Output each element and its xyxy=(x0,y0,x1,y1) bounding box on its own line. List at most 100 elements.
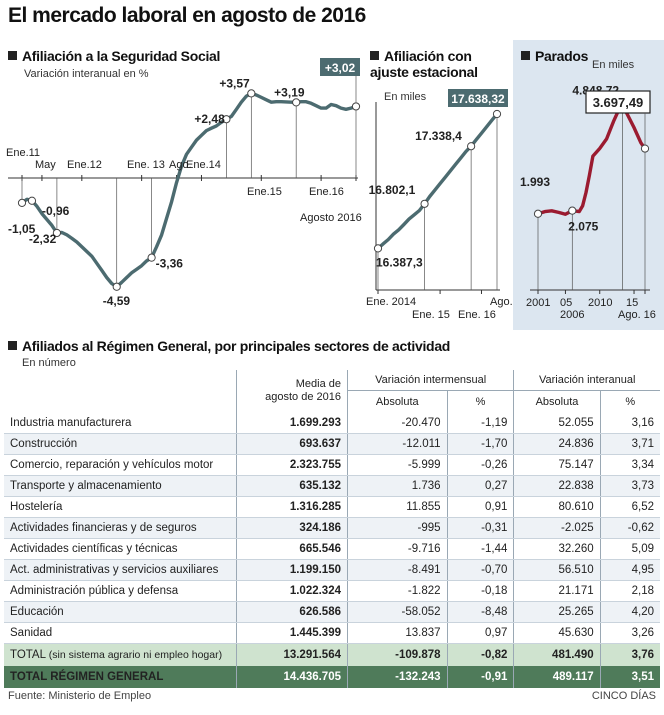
chart2-point-label: 17.338,4 xyxy=(415,129,462,143)
chart1-point-label: -4,59 xyxy=(103,294,131,308)
sector-cell: Comercio, reparación y vehículos motor xyxy=(4,454,237,476)
media-cell: 1.199.150 xyxy=(236,559,348,581)
a_pct-cell: 3,73 xyxy=(599,475,660,497)
sector-cell: Hostelería xyxy=(4,496,237,518)
total-m_pct-cell: -0,82 xyxy=(446,643,514,666)
sector-header xyxy=(4,370,237,413)
chart1-xtick-label: May xyxy=(35,159,56,171)
anual-pct-header: % xyxy=(599,390,660,413)
m_pct-cell: -1,19 xyxy=(446,412,514,434)
chart1-point xyxy=(222,115,231,124)
m_abs-cell: -1.822 xyxy=(347,580,448,602)
media-cell: 635.132 xyxy=(236,475,348,497)
chart2-xtick-label: Ene. 2014 xyxy=(366,296,416,308)
total-m_abs-cell: -109.878 xyxy=(347,643,448,666)
total-a_pct-cell: 3,76 xyxy=(599,643,660,666)
table-row: Comercio, reparación y vehículos motor 2.… xyxy=(4,454,660,476)
square-bullet-icon xyxy=(8,341,17,350)
table-row: Educación 626.586 -58.052 -8,48 25.265 4,20 xyxy=(4,601,660,623)
total-row: TOTAL (sin sistema agrario ni empleo hog… xyxy=(4,643,660,666)
table-body: Industria manufacturera 1.699.293 -20.470-… xyxy=(4,412,660,688)
mensual-pct-header: % xyxy=(446,390,514,413)
chart2-point-label: 16.387,3 xyxy=(376,255,423,269)
table-row: Industria manufacturera 1.699.293 -20.470-… xyxy=(4,412,660,434)
m_pct-cell: -1,70 xyxy=(446,433,514,455)
total-regimen-a_abs-cell: 489.117 xyxy=(513,665,601,688)
m_abs-cell: 11.855 xyxy=(347,496,448,518)
a_abs-cell: 56.510 xyxy=(513,559,601,581)
chart2-point-label: 16.802,1 xyxy=(369,183,416,197)
chart1-point-label: -3,36 xyxy=(156,257,184,271)
chart3-point xyxy=(640,144,650,153)
chart1-point xyxy=(292,98,301,107)
media-cell: 1.022.324 xyxy=(236,580,348,602)
media-cell: 1.316.285 xyxy=(236,496,348,518)
m_pct-cell: -0,26 xyxy=(446,454,514,476)
a_pct-cell: 4,95 xyxy=(599,559,660,581)
chart1-xtick-label: Ene.12 xyxy=(67,159,102,171)
total-regimen-m_pct-cell: -0,91 xyxy=(446,665,514,688)
mensual-abs-header: Absoluta xyxy=(347,390,448,413)
m_pct-cell: 0,91 xyxy=(446,496,514,518)
total-media-cell: 13.291.564 xyxy=(236,643,348,666)
media-header-line2: agosto de 2016 xyxy=(265,391,341,404)
m_pct-cell: -8,48 xyxy=(446,601,514,623)
a_abs-cell: 22.838 xyxy=(513,475,601,497)
m_abs-cell: -8.491 xyxy=(347,559,448,581)
sector-cell: Actividades financieras y de seguros xyxy=(4,517,237,539)
chart2-title-text: Afiliación con ajuste estacional xyxy=(370,48,478,80)
a_abs-cell: -2.025 xyxy=(513,517,601,539)
chart1-point-label: +3,19 xyxy=(274,85,305,99)
media-header-line1: Media de xyxy=(295,378,341,391)
sector-cell: Construcción xyxy=(4,433,237,455)
chart1-last-value-box xyxy=(320,58,360,76)
chart1-xtick-label: Ene.11 xyxy=(6,147,40,159)
chart3-xtick-label: 15 xyxy=(626,297,638,309)
m_abs-cell: -9.716 xyxy=(347,538,448,560)
chart1-point-label: -0,96 xyxy=(42,204,70,218)
total-regimen-label: TOTAL RÉGIMEN GENERAL xyxy=(4,665,237,688)
chart3-xtick-label: 2010 xyxy=(588,297,612,309)
a_pct-cell: -0,62 xyxy=(599,517,660,539)
m_pct-cell: -0,70 xyxy=(446,559,514,581)
chart1-point-label: -1,05 xyxy=(8,222,36,236)
sector-cell: Educación xyxy=(4,601,237,623)
chart1-point xyxy=(17,198,27,207)
chart1-xtick-label: Agosto 2016 xyxy=(300,212,362,224)
chart1-title: Afiliación a la Seguridad Social xyxy=(8,48,220,64)
a_abs-cell: 25.265 xyxy=(513,601,601,623)
chart1-point xyxy=(247,89,256,98)
chart3-point-label: 3.697,49 xyxy=(593,95,644,110)
chart2-unit: En miles xyxy=(384,91,427,103)
chart2-point xyxy=(420,199,429,208)
sector-cell: Sanidad xyxy=(4,622,237,644)
media-cell: 1.445.399 xyxy=(236,622,348,644)
source-note: Fuente: Ministerio de Empleo xyxy=(8,690,152,702)
chart1-point xyxy=(147,253,156,262)
m_abs-cell: -20.470 xyxy=(347,412,448,434)
table-title: Afiliados al Régimen General, por princi… xyxy=(8,338,450,354)
media-cell: 324.186 xyxy=(236,517,348,539)
sector-cell: Transporte y almacenamiento xyxy=(4,475,237,497)
sector-table: Media de agosto de 2016 Variación interme… xyxy=(4,370,660,688)
chart2-title: Afiliación con ajuste estacional xyxy=(370,48,510,80)
sector-cell: Administración pública y defensa xyxy=(4,580,237,602)
total-label: TOTAL xyxy=(10,648,49,661)
chart1-point-label: +3,57 xyxy=(219,76,250,90)
a_abs-cell: 32.260 xyxy=(513,538,601,560)
m_pct-cell: -0,18 xyxy=(446,580,514,602)
media-cell: 626.586 xyxy=(236,601,348,623)
a_pct-cell: 2,18 xyxy=(599,580,660,602)
m_pct-cell: -0,31 xyxy=(446,517,514,539)
a_abs-cell: 80.610 xyxy=(513,496,601,518)
total-note: (sin sistema agrario ni empleo hogar) xyxy=(48,648,223,661)
chart1-xtick-label: Ene.15 xyxy=(247,186,282,198)
a_pct-cell: 6,52 xyxy=(599,496,660,518)
table-row: Actividades financieras y de seguros 324.… xyxy=(4,517,660,539)
brand-label: CINCO DÍAS xyxy=(591,690,656,702)
chart1-point-label: +2,48 xyxy=(194,112,225,126)
media-cell: 665.546 xyxy=(236,538,348,560)
a_abs-cell: 52.055 xyxy=(513,412,601,434)
chart2-last-value-box xyxy=(448,89,508,107)
